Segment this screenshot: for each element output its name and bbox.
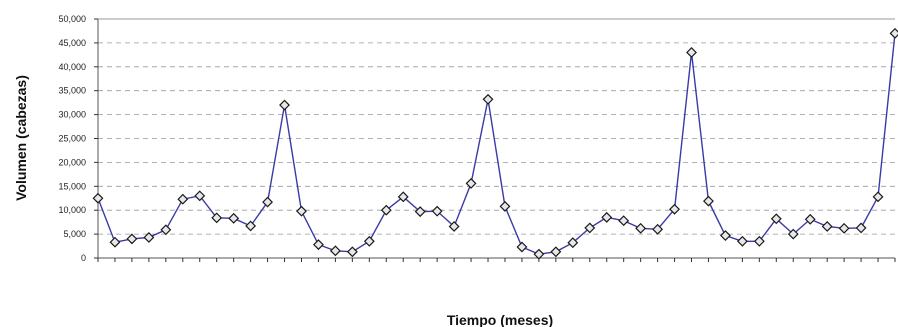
data-point [719, 230, 731, 241]
data-point [821, 221, 833, 232]
y-axis-tick-labels: 0 5,000 10,000 15,000 20,000 25,000 30,000 35,0… [58, 14, 98, 263]
y-axis-title: Volumen (cabezas) [13, 75, 29, 201]
data-point [635, 222, 647, 234]
y-tick-label: 10,000 [58, 205, 86, 215]
data-point [855, 222, 867, 234]
y-tick-label: 5,000 [63, 229, 86, 239]
data-point [533, 248, 545, 260]
data-point [194, 190, 206, 202]
data-point [397, 191, 409, 203]
grid-lines [98, 18, 895, 235]
data-point [329, 245, 341, 257]
data-point [516, 241, 528, 253]
data-point [889, 27, 898, 39]
data-point [652, 223, 664, 235]
data-point [177, 193, 189, 205]
data-point [703, 195, 714, 207]
x-axis-title: Tiempo (meses) [447, 312, 553, 327]
y-tick-label: 25,000 [58, 134, 86, 144]
data-point [448, 221, 460, 232]
data-point [262, 196, 274, 208]
data-point [618, 215, 630, 227]
data-point [584, 222, 596, 234]
data-point [753, 235, 765, 247]
data-point [431, 205, 443, 217]
data-point [92, 192, 104, 204]
data-point [838, 222, 850, 234]
data-point [245, 220, 257, 232]
y-tick-label: 45,000 [58, 38, 86, 48]
data-point [736, 235, 748, 247]
data-point [279, 99, 290, 111]
y-tick-label: 20,000 [58, 157, 86, 167]
data-point [211, 212, 223, 224]
data-point [872, 191, 884, 203]
data-point [482, 93, 494, 105]
data-point [313, 239, 324, 251]
data-point [669, 203, 680, 215]
data-point [296, 205, 307, 217]
data-point [126, 233, 138, 245]
data-point [770, 213, 782, 225]
data-markers [92, 27, 898, 260]
y-tick-label: 0 [81, 253, 86, 263]
data-point [143, 232, 155, 243]
y-tick-label: 40,000 [58, 62, 86, 72]
data-point [601, 211, 613, 223]
y-tick-label: 15,000 [58, 181, 86, 191]
data-point [346, 246, 358, 258]
y-tick-label: 30,000 [58, 110, 86, 120]
data-point [160, 224, 172, 236]
data-point [228, 212, 240, 224]
data-point [567, 237, 579, 249]
data-point [550, 246, 562, 258]
data-point [109, 236, 121, 248]
data-point [499, 200, 511, 212]
data-point [363, 235, 375, 247]
x-axis-ticks [97, 258, 896, 262]
data-point [804, 213, 816, 225]
y-tick-label: 35,000 [58, 86, 86, 96]
data-point [465, 177, 477, 189]
data-point [414, 206, 426, 218]
y-tick-label: 50,000 [58, 14, 86, 24]
data-point [686, 47, 697, 58]
data-point [787, 228, 799, 240]
data-point [380, 204, 392, 216]
